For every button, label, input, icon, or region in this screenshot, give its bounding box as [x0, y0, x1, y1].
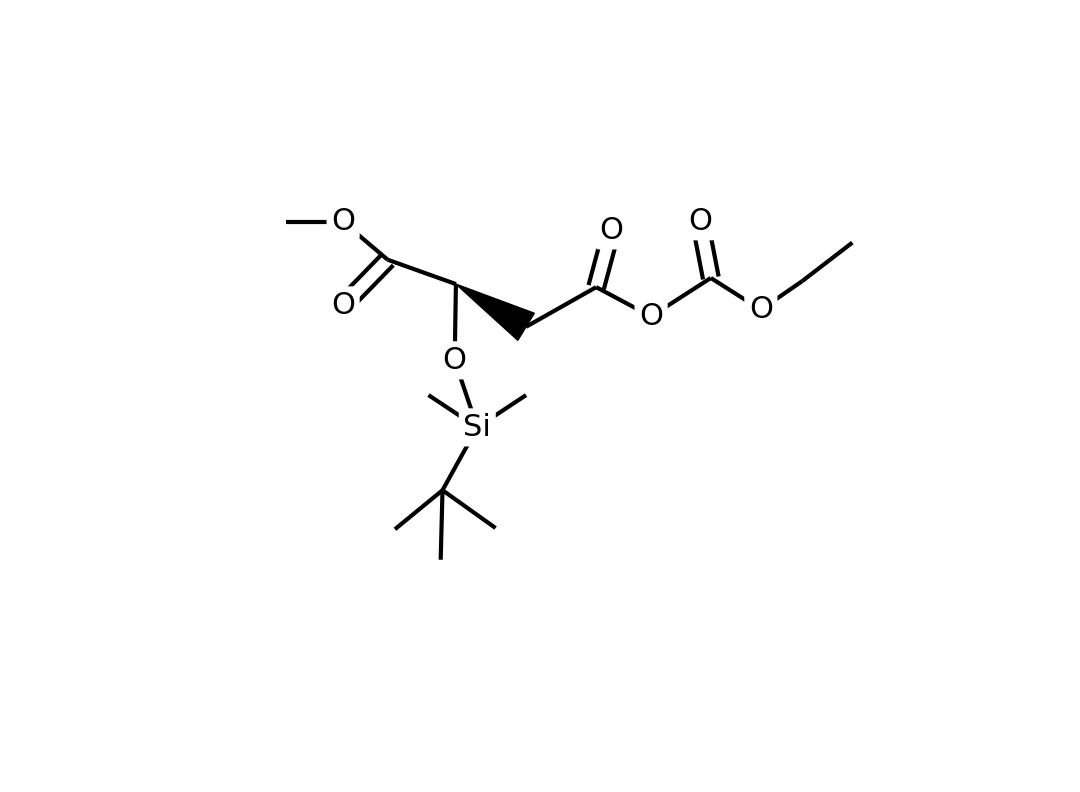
Text: Si: Si [463, 413, 491, 442]
Text: O: O [332, 208, 355, 236]
Polygon shape [456, 284, 535, 341]
Text: O: O [639, 302, 663, 331]
Text: O: O [748, 295, 773, 324]
Text: O: O [688, 207, 712, 236]
Text: O: O [599, 216, 623, 245]
Text: O: O [332, 291, 355, 320]
Text: O: O [443, 346, 467, 375]
